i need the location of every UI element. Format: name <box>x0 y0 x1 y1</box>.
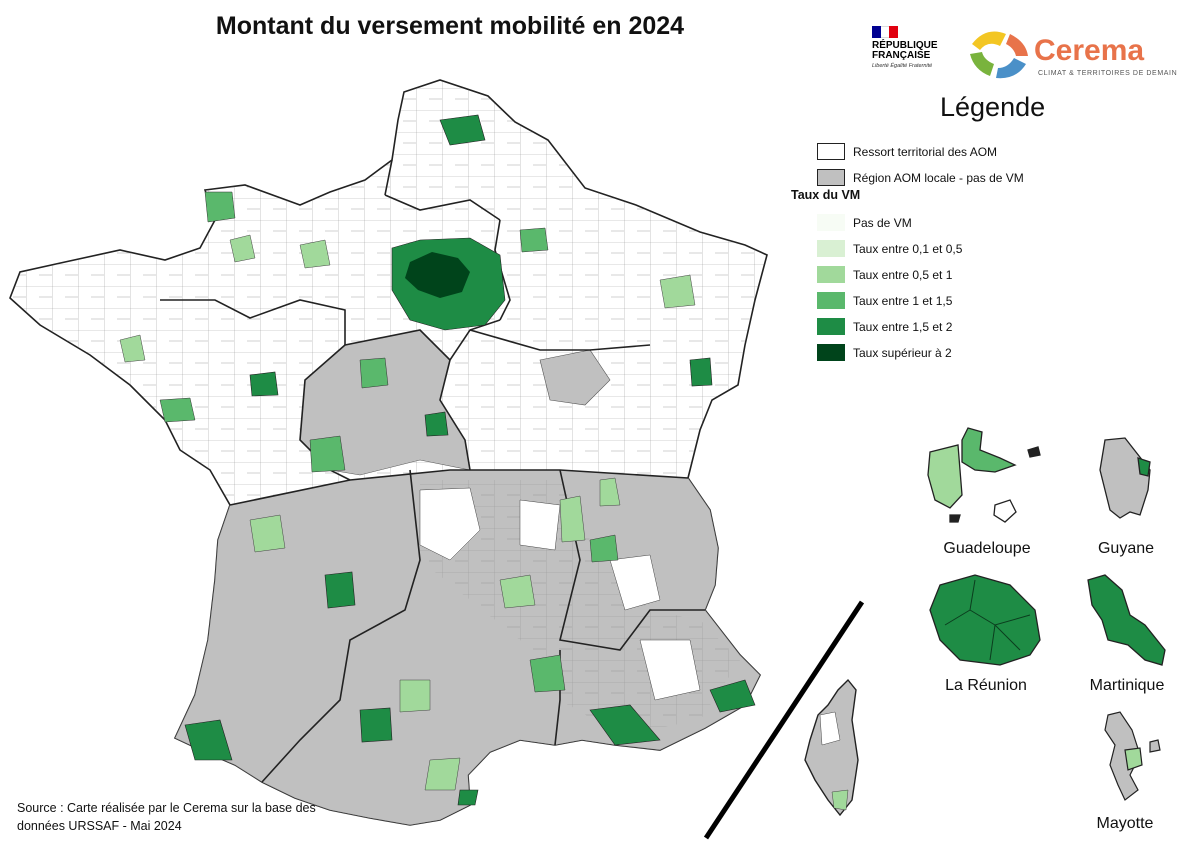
cerema-name: Cerema <box>1034 34 1145 67</box>
vm-zones-light <box>119 234 696 791</box>
legend-label: Taux entre 1,5 et 2 <box>853 319 953 334</box>
source-note: Source : Carte réalisée par le Cerema su… <box>17 801 316 833</box>
cerema-tagline: CLIMAT & TERRITOIRES DE DEMAIN <box>1038 70 1178 77</box>
legend-swatch <box>817 169 845 186</box>
mayotte-map <box>1104 711 1161 801</box>
legend-label: Pas de VM <box>853 215 912 230</box>
legend-item-aom-territory: Ressort territorial des AOM <box>817 143 997 160</box>
corsica-map <box>804 678 859 817</box>
label-mayotte: Mayotte <box>1096 815 1154 832</box>
tricolor-flag-icon <box>872 26 899 38</box>
map-title: Montant du versement mobilité en 2024 <box>215 12 685 40</box>
legend-label: Région AOM locale - pas de VM <box>853 170 1024 185</box>
vm-rate-heading: Taux du VM <box>791 188 861 202</box>
label-guadeloupe: Guadeloupe <box>943 540 1031 557</box>
reunion-map <box>929 574 1041 666</box>
legend-item-vm: Pas de VM <box>817 214 912 231</box>
legend-item-vm: Taux entre 0,5 et 1 <box>817 266 952 283</box>
label-martinique: Martinique <box>1089 677 1165 694</box>
legend-item-local-aom-region: Région AOM locale - pas de VM <box>817 169 1024 186</box>
grey-zone-east <box>539 349 611 406</box>
legend-item-vm: Taux entre 0,1 et 0,5 <box>817 240 962 257</box>
legend-swatch <box>817 292 845 309</box>
legend-item-vm: Taux supérieur à 2 <box>817 344 952 361</box>
republic-name: RÉPUBLIQUE FRANÇAISE <box>872 40 938 61</box>
white-aom-patches <box>419 487 701 701</box>
vm-zones-medium <box>159 191 619 693</box>
legend-swatch <box>817 214 845 231</box>
legend-label: Taux entre 0,5 et 1 <box>853 267 953 282</box>
label-guyane: Guyane <box>1097 540 1155 557</box>
legend-label: Ressort territorial des AOM <box>853 144 998 159</box>
legend-swatch <box>817 266 845 283</box>
martinique-map <box>1087 574 1166 666</box>
legend-label: Taux entre 1 et 1,5 <box>853 293 953 308</box>
paris-core-zone <box>405 252 470 298</box>
guyane-map <box>1099 437 1151 519</box>
legend-swatch <box>817 240 845 257</box>
legend-swatch <box>817 318 845 335</box>
legend-title: Légende <box>940 92 1046 122</box>
metropolitan-france <box>9 79 768 826</box>
region-boundaries <box>160 159 705 783</box>
cerema-logo-icon <box>970 31 1028 79</box>
corsica-inset-separator <box>703 600 865 840</box>
guadeloupe-map <box>927 427 1041 523</box>
label-reunion: La Réunion <box>945 677 1027 694</box>
legend-label: Taux supérieur à 2 <box>853 345 952 360</box>
legend-item-vm: Taux entre 1 et 1,5 <box>817 292 952 309</box>
republique-francaise-logo: RÉPUBLIQUE FRANÇAISE Liberté Égalité Fra… <box>872 26 942 70</box>
legend-swatch <box>817 143 845 160</box>
legend-item-vm: Taux entre 1,5 et 2 <box>817 318 952 335</box>
legend-swatch <box>817 344 845 361</box>
legend-label: Taux entre 0,1 et 0,5 <box>853 241 963 256</box>
republic-motto: Liberté Égalité Fraternité <box>872 63 933 69</box>
